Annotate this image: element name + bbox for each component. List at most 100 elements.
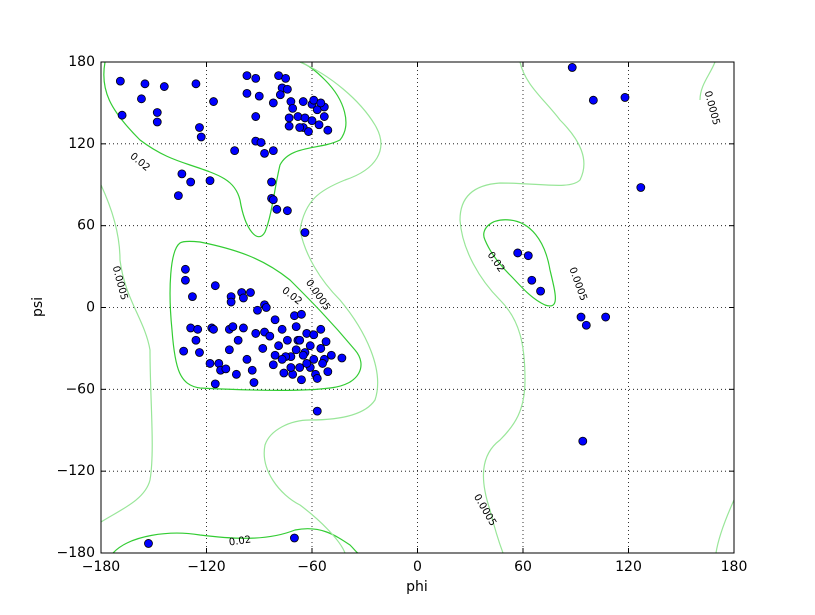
point: [279, 368, 289, 378]
point: [205, 176, 215, 186]
point: [307, 116, 317, 126]
point: [115, 76, 125, 86]
point: [305, 341, 315, 351]
contour-line: [483, 219, 556, 307]
point: [177, 169, 187, 179]
point: [297, 375, 306, 385]
contour-line: [100, 184, 153, 523]
point: [152, 117, 162, 127]
point: [318, 359, 327, 368]
point: [242, 354, 252, 364]
point: [282, 206, 292, 216]
point: [319, 112, 329, 121]
point: [290, 311, 299, 321]
point: [251, 112, 261, 121]
point: [636, 183, 646, 192]
point: [300, 228, 310, 237]
point: [578, 436, 588, 446]
point: [272, 204, 282, 214]
point: [196, 132, 206, 142]
x-tick-label: 180: [721, 559, 748, 575]
point: [210, 281, 220, 291]
point: [239, 323, 248, 333]
point: [256, 138, 266, 147]
point: [282, 84, 292, 94]
point: [233, 335, 243, 345]
point: [209, 97, 218, 106]
point: [581, 320, 591, 330]
point: [312, 374, 322, 383]
contour-line: [459, 61, 585, 554]
point: [226, 297, 236, 307]
points: [115, 63, 646, 548]
y-tick-label: 60: [77, 218, 95, 234]
point: [576, 312, 586, 322]
point: [270, 315, 280, 325]
point: [144, 539, 153, 548]
point: [270, 350, 280, 360]
point: [209, 324, 218, 334]
point: [302, 359, 312, 368]
point: [137, 94, 146, 104]
point: [152, 108, 162, 117]
point: [251, 73, 261, 83]
point: [274, 341, 283, 351]
point: [242, 71, 252, 81]
point: [228, 322, 238, 331]
y-tick-label: 0: [86, 300, 95, 316]
point: [268, 195, 278, 205]
point: [316, 98, 326, 108]
point: [297, 309, 306, 319]
point: [323, 367, 333, 377]
point: [205, 359, 215, 368]
point: [254, 91, 264, 101]
point: [195, 348, 204, 357]
point: [298, 97, 308, 106]
point: [302, 329, 312, 338]
contour-line: [169, 240, 362, 391]
point: [284, 113, 294, 123]
point: [523, 251, 533, 261]
point: [314, 120, 324, 130]
point: [295, 335, 305, 345]
point: [260, 148, 269, 158]
x-tick-label: 0: [413, 559, 422, 575]
point: [193, 324, 203, 334]
point: [298, 350, 308, 360]
point: [620, 93, 630, 102]
point: [291, 345, 301, 355]
point: [291, 322, 301, 331]
point: [277, 354, 287, 364]
point: [312, 406, 322, 416]
point: [513, 248, 523, 258]
x-tick-label: 60: [514, 559, 532, 575]
point: [242, 88, 252, 98]
point: [179, 346, 189, 356]
point: [277, 324, 287, 334]
contour-line: [112, 528, 359, 554]
x-tick-label: −60: [297, 559, 327, 575]
point: [267, 177, 276, 187]
point: [316, 324, 326, 334]
point: [239, 293, 248, 303]
point: [337, 353, 347, 363]
point: [281, 73, 291, 83]
point: [326, 350, 336, 360]
point: [230, 146, 240, 156]
y-tick-label: −180: [57, 545, 95, 561]
point: [117, 110, 127, 120]
point: [231, 369, 241, 379]
point: [246, 288, 255, 297]
point: [186, 177, 196, 187]
point: [295, 363, 305, 372]
point: [191, 79, 201, 89]
point: [221, 364, 231, 374]
point: [286, 363, 296, 372]
point: [588, 95, 598, 105]
point: [224, 345, 234, 355]
point: [140, 79, 150, 89]
point: [293, 112, 303, 121]
